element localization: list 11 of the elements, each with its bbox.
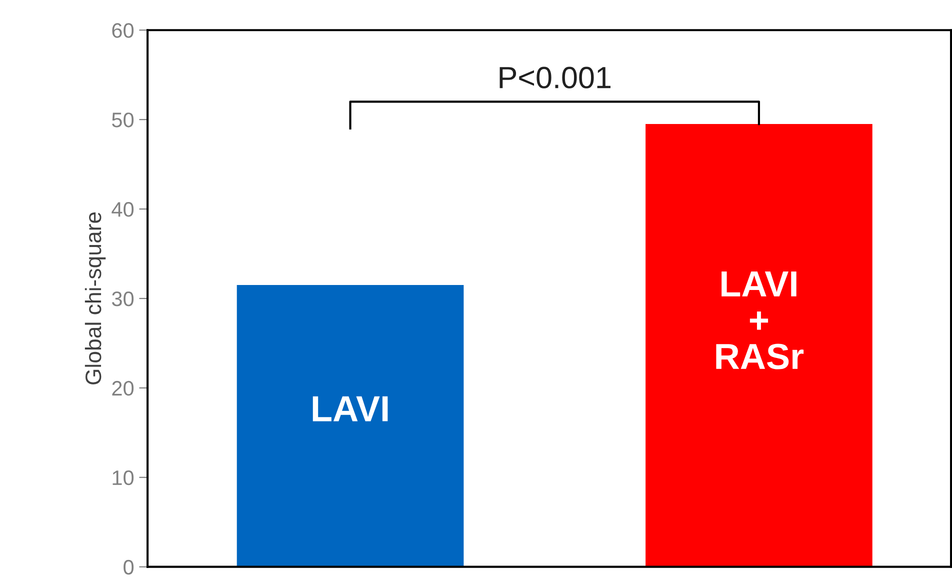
y-axis-title: Global chi-square	[84, 212, 106, 384]
x-tick-label: LAVI + RASr	[716, 272, 804, 370]
y-tick-label: 20	[112, 380, 134, 396]
y-tick-label: 60	[112, 23, 134, 38]
y-tick-label: 10	[112, 470, 134, 486]
y-tick-label: 40	[112, 202, 134, 217]
annotation: P<0.001	[500, 66, 610, 88]
x-tick-label: LAVI	[312, 396, 388, 422]
y-tick-label: 50	[112, 112, 134, 128]
y-tick-label: 0	[124, 560, 134, 575]
y-tick-label: 30	[112, 291, 134, 306]
